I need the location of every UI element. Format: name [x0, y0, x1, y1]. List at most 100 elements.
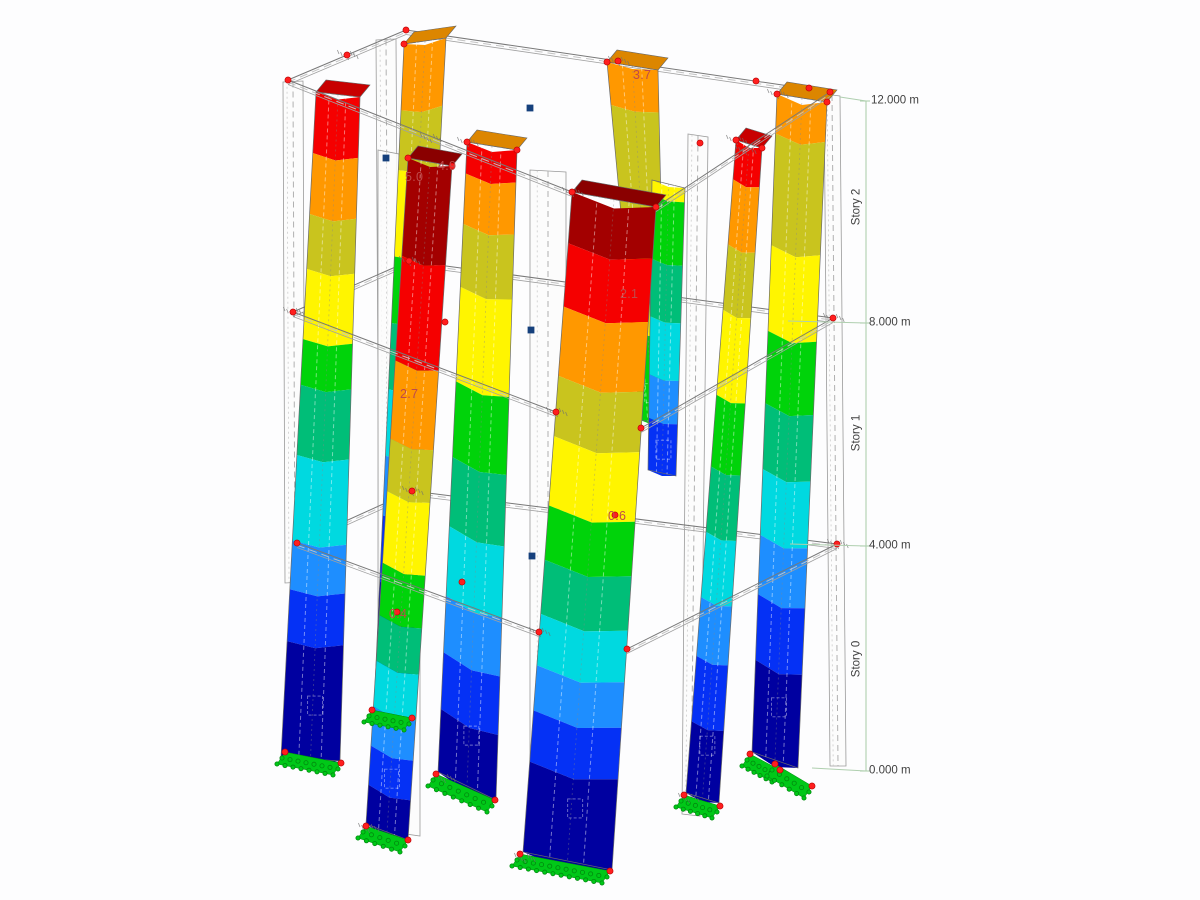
contour-band-red: [312, 92, 360, 161]
contour-band-blue: [440, 652, 500, 735]
node-marker[interactable]: [623, 645, 631, 653]
node-marker[interactable]: [368, 706, 376, 714]
contour-band-cyan: [446, 526, 505, 618]
node-marker[interactable]: [680, 791, 688, 799]
column-mid-sliver[interactable]: [647, 179, 686, 477]
support-symbol[interactable]: [355, 825, 409, 855]
node-marker[interactable]: [716, 802, 724, 810]
contour-band-olive: [771, 133, 826, 258]
contour-band-green: [544, 505, 636, 577]
contour-band-olive: [306, 214, 357, 277]
center-marker: [382, 154, 390, 162]
node-marker[interactable]: [458, 578, 466, 586]
node-marker[interactable]: [432, 770, 440, 778]
contour-band-blue: [529, 710, 622, 780]
node-marker[interactable]: [448, 162, 456, 170]
support-symbol[interactable]: [425, 773, 496, 815]
node-marker[interactable]: [535, 628, 543, 636]
column-left-front[interactable]: [280, 79, 371, 764]
node-marker[interactable]: [441, 318, 449, 326]
contour-band-lightblue: [289, 540, 347, 597]
contour-band-cyan: [760, 469, 811, 549]
node-marker[interactable]: [826, 88, 834, 96]
node-marker[interactable]: [284, 76, 292, 84]
node-marker[interactable]: [758, 144, 766, 152]
node-marker[interactable]: [746, 750, 754, 758]
node-marker[interactable]: [281, 748, 289, 756]
contour-band-darkred: [401, 158, 452, 266]
node-marker[interactable]: [752, 77, 760, 85]
contour-band-yellow: [768, 245, 821, 344]
support-symbol[interactable]: [673, 794, 721, 821]
contour-band-blue: [648, 417, 678, 476]
node-marker[interactable]: [337, 759, 345, 767]
node-marker[interactable]: [402, 26, 410, 34]
column-mid-front[interactable]: [365, 145, 463, 841]
node-marker[interactable]: [829, 314, 837, 322]
contour-band-seagreen: [650, 258, 683, 324]
node-marker[interactable]: [823, 98, 831, 106]
center-of-mass-markers: [382, 104, 536, 560]
node-marker[interactable]: [732, 136, 740, 144]
node-marker[interactable]: [552, 408, 560, 416]
node-marker[interactable]: [463, 138, 471, 146]
contour-band-navy: [686, 721, 724, 803]
contour-band-red: [465, 142, 517, 184]
contour-band-olive: [723, 244, 756, 319]
contour-band-seagreen: [449, 457, 507, 547]
contour-band-green: [300, 339, 353, 393]
contour-band-green: [452, 381, 509, 475]
node-marker[interactable]: [491, 796, 499, 804]
center-marker: [528, 552, 536, 560]
contour-band-orange: [401, 38, 446, 113]
node-marker[interactable]: [513, 146, 521, 154]
node-marker[interactable]: [343, 51, 351, 59]
contour-band-lightblue: [648, 374, 679, 425]
node-marker[interactable]: [408, 714, 416, 722]
node-marker[interactable]: [637, 424, 645, 432]
node-marker[interactable]: [400, 40, 408, 48]
node-marker[interactable]: [405, 257, 413, 265]
node-marker[interactable]: [773, 90, 781, 98]
node-marker[interactable]: [771, 760, 779, 768]
node-marker[interactable]: [833, 540, 841, 548]
dimension-lines[interactable]: [787, 96, 870, 772]
node-marker[interactable]: [293, 539, 301, 547]
contour-band-orange: [607, 62, 659, 113]
support-symbol[interactable]: [509, 853, 611, 886]
node-marker[interactable]: [289, 308, 297, 316]
contour-band-cyan: [649, 316, 681, 381]
node-marker[interactable]: [568, 188, 576, 196]
node-marker[interactable]: [404, 836, 412, 844]
supports: [274, 709, 813, 886]
support-symbol[interactable]: [361, 709, 413, 733]
contour-band-cyan: [292, 455, 350, 548]
node-marker[interactable]: [606, 867, 614, 875]
contour-band-seagreen: [706, 466, 741, 541]
contour-band-blue: [287, 589, 345, 649]
node-marker[interactable]: [516, 850, 524, 858]
node-marker[interactable]: [393, 608, 401, 616]
node-marker[interactable]: [808, 782, 816, 790]
column-center-front[interactable]: [522, 179, 667, 871]
contour-band-orange: [309, 153, 359, 222]
contour-band-lightblue: [443, 595, 502, 677]
node-marker[interactable]: [603, 58, 611, 66]
node-marker[interactable]: [404, 154, 412, 162]
contour-band-yellow: [548, 436, 640, 523]
node-marker[interactable]: [776, 766, 784, 774]
column-mid-back[interactable]: [437, 129, 528, 801]
contour-band-blue: [368, 745, 414, 801]
node-marker[interactable]: [362, 822, 370, 830]
structure-nodes: [281, 26, 841, 875]
support-symbol[interactable]: [274, 751, 342, 778]
node-marker[interactable]: [611, 511, 619, 519]
node-marker[interactable]: [805, 84, 813, 92]
node-marker[interactable]: [652, 203, 660, 211]
column-right-front[interactable]: [751, 81, 838, 769]
node-marker[interactable]: [408, 487, 416, 495]
node-marker[interactable]: [614, 57, 622, 65]
node-marker[interactable]: [696, 139, 704, 147]
ghost-column: [823, 93, 847, 767]
